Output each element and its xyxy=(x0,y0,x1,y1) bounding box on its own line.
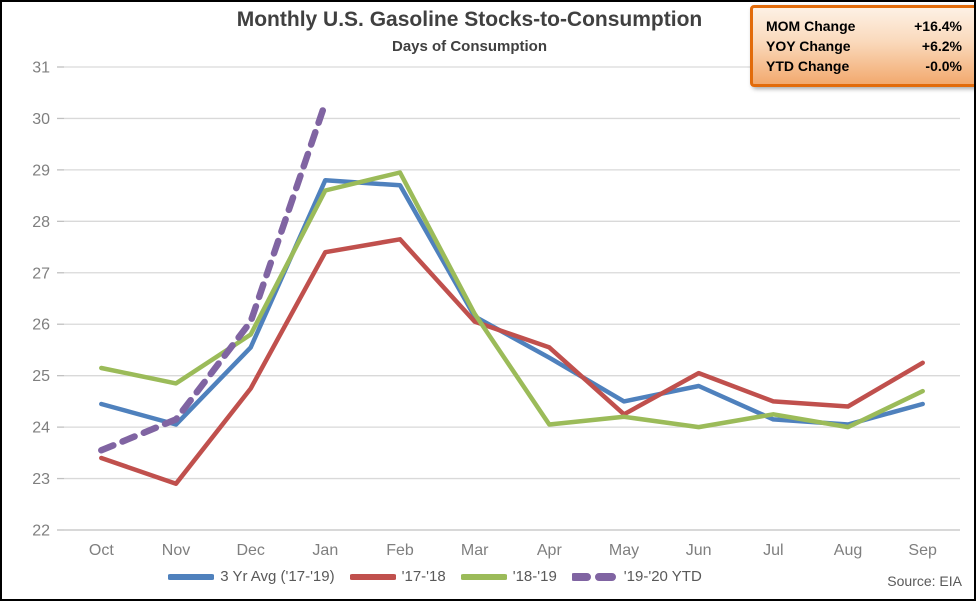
stat-value: +6.2% xyxy=(921,38,962,54)
x-axis-label: Aug xyxy=(834,542,862,559)
legend-item: '17-'18 xyxy=(349,568,446,585)
y-axis-label: 30 xyxy=(32,111,50,128)
stat-label: YOY Change xyxy=(766,38,851,54)
chart-subtitle: Days of Consumption xyxy=(391,38,547,55)
y-axis-label: 25 xyxy=(32,368,50,385)
legend-item: 3 Yr Avg ('17-'19) xyxy=(168,568,335,585)
y-axis-label: 22 xyxy=(32,523,50,540)
y-axis-label: 26 xyxy=(32,317,50,334)
x-axis-label: Feb xyxy=(386,542,414,559)
stat-row-mom: MOM Change +16.4% xyxy=(766,17,962,35)
stat-value: -0.0% xyxy=(925,58,962,74)
stat-label: MOM Change xyxy=(766,18,856,34)
chart-legend: 3 Yr Avg ('17-'19) '17-'18 '18-'19 '19-'20 … xyxy=(2,568,868,585)
x-axis-label: Dec xyxy=(236,542,264,559)
x-axis-label: Jun xyxy=(686,542,712,559)
legend-item: '19-'20 YTD xyxy=(571,568,702,585)
x-axis-label: Apr xyxy=(537,542,563,559)
legend-label: '17-'18 xyxy=(401,568,446,585)
series-line--18-19 xyxy=(99,170,925,430)
series-line--17-18 xyxy=(99,237,925,486)
stats-box: MOM Change +16.4% YOY Change +6.2% YTD C… xyxy=(750,5,974,87)
series-line-3-yr-avg-17-19- xyxy=(99,177,925,427)
x-axis-label: Jul xyxy=(763,542,783,559)
source-label: Source: EIA xyxy=(887,573,962,589)
y-axis-label: 24 xyxy=(32,420,50,437)
legend-label: '18-'19 xyxy=(512,568,557,585)
chart-title: Monthly U.S. Gasoline Stocks-to-Consumpt… xyxy=(236,8,703,31)
y-axis-label: 29 xyxy=(32,162,50,179)
legend-swatch-icon xyxy=(168,573,215,580)
x-axis-label: May xyxy=(609,542,639,559)
stat-row-ytd: YTD Change -0.0% xyxy=(766,57,962,75)
series-line--19-20-ytd xyxy=(98,99,329,454)
legend-label: 3 Yr Avg ('17-'19) xyxy=(220,568,335,585)
y-axis-label: 23 xyxy=(32,471,50,488)
x-axis-label: Oct xyxy=(89,542,114,559)
stat-row-yoy: YOY Change +6.2% xyxy=(766,37,962,55)
stat-value: +16.4% xyxy=(914,18,962,34)
x-axis-label: Nov xyxy=(162,542,190,559)
legend-swatch-icon xyxy=(571,572,618,581)
legend-swatch-icon xyxy=(349,573,396,580)
legend-label: '19-'20 YTD xyxy=(623,568,702,585)
x-axis-label: Jan xyxy=(312,542,338,559)
y-axis-label: 28 xyxy=(32,214,50,231)
legend-swatch-icon xyxy=(460,573,507,580)
x-axis-label: Sep xyxy=(908,542,937,559)
legend-item: '18-'19 xyxy=(460,568,557,585)
x-axis-label: Mar xyxy=(461,542,489,559)
stat-label: YTD Change xyxy=(766,58,850,74)
y-axis-label: 31 xyxy=(32,60,50,77)
y-axis-label: 27 xyxy=(32,265,50,282)
